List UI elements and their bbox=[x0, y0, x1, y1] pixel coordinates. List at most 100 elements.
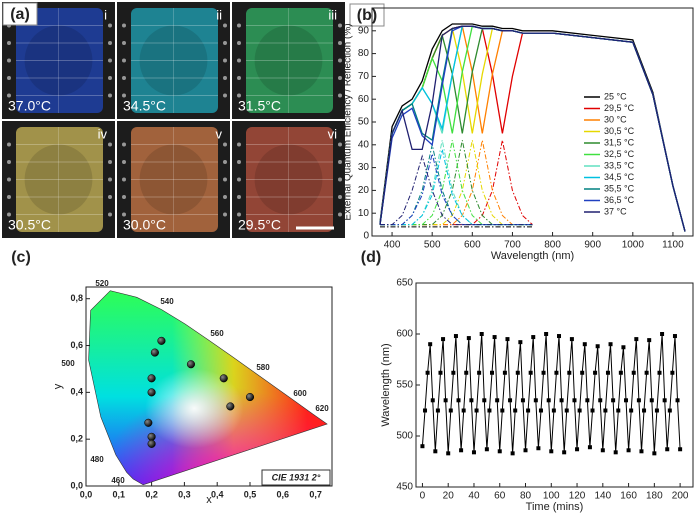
y-tick-label: 0,0 bbox=[70, 480, 83, 490]
data-point bbox=[536, 446, 541, 451]
x-axis-label: Wavelength (nm) bbox=[491, 250, 574, 262]
contact bbox=[237, 195, 241, 199]
data-line bbox=[421, 333, 681, 454]
data-point bbox=[147, 374, 156, 383]
x-tick-label: 0,4 bbox=[211, 489, 224, 499]
x-tick-label: 1000 bbox=[622, 240, 645, 251]
data-point bbox=[662, 398, 667, 403]
data-point bbox=[533, 398, 538, 403]
x-tick-label: 0,3 bbox=[178, 489, 191, 499]
legend-label: 35,5 °C bbox=[604, 183, 635, 193]
y-axis-label: y bbox=[52, 383, 64, 389]
y-tick-label: 0,2 bbox=[70, 434, 83, 444]
spectral-locus bbox=[88, 290, 328, 486]
y-tick-label: 50 bbox=[358, 117, 370, 128]
data-point bbox=[464, 370, 469, 375]
data-point bbox=[441, 337, 446, 342]
panel-label: (a) bbox=[10, 6, 30, 23]
data-point bbox=[471, 450, 476, 455]
wavelength-label: 540 bbox=[160, 297, 174, 306]
photo-shade bbox=[254, 144, 323, 215]
x-tick-label: 1100 bbox=[662, 240, 684, 251]
photo-shade bbox=[254, 25, 323, 96]
data-point bbox=[554, 370, 559, 375]
y-tick-label: 450 bbox=[396, 482, 413, 493]
data-point bbox=[520, 398, 525, 403]
contact bbox=[122, 177, 126, 182]
data-point bbox=[438, 370, 443, 375]
data-point bbox=[634, 337, 639, 342]
x-tick-label: 80 bbox=[520, 491, 532, 502]
data-point bbox=[245, 392, 255, 402]
eqe-line bbox=[379, 25, 686, 232]
y-axis-label: External Quantum Efficiency / Reflection… bbox=[343, 23, 354, 220]
panel-label-box bbox=[349, 3, 385, 27]
contact bbox=[7, 177, 11, 182]
contact bbox=[122, 93, 126, 98]
reflection-line bbox=[380, 140, 533, 226]
y-tick-label: 550 bbox=[396, 380, 413, 391]
x-tick-label: 40 bbox=[468, 491, 480, 502]
data-point bbox=[608, 342, 613, 347]
data-point bbox=[456, 398, 461, 403]
reflection-line bbox=[380, 153, 533, 226]
data-point bbox=[466, 336, 471, 341]
data-point bbox=[616, 408, 621, 413]
contact bbox=[223, 76, 227, 80]
data-point bbox=[226, 402, 235, 411]
legend-label: 32,5 °C bbox=[604, 149, 635, 159]
contact bbox=[7, 76, 11, 80]
data-point bbox=[575, 447, 580, 452]
contact bbox=[237, 93, 241, 98]
data-point bbox=[451, 370, 456, 375]
contact bbox=[338, 177, 342, 182]
contact bbox=[122, 41, 126, 45]
contact bbox=[338, 76, 342, 80]
data-point bbox=[569, 337, 574, 342]
x-tick-label: 600 bbox=[464, 240, 481, 251]
photo bbox=[246, 127, 333, 232]
annotation: CIE 1931 2° bbox=[272, 472, 321, 482]
data-point bbox=[150, 348, 159, 357]
y-tick-label: 650 bbox=[396, 278, 413, 289]
x-tick-label: 0,7 bbox=[309, 489, 322, 499]
photo bbox=[16, 8, 103, 113]
contact bbox=[108, 142, 112, 147]
data-point bbox=[487, 408, 492, 413]
contact bbox=[223, 177, 227, 182]
data-point bbox=[587, 445, 592, 450]
data-point bbox=[479, 332, 484, 336]
contact bbox=[122, 160, 126, 164]
data-point bbox=[474, 408, 479, 413]
data-point bbox=[549, 449, 554, 454]
data-point bbox=[564, 408, 569, 413]
data-point bbox=[453, 334, 458, 339]
data-point bbox=[667, 408, 672, 413]
contact bbox=[338, 160, 342, 164]
data-point bbox=[593, 370, 598, 375]
reflection-line bbox=[380, 140, 533, 226]
data-point bbox=[435, 408, 440, 413]
data-point bbox=[425, 370, 430, 375]
contact bbox=[338, 58, 342, 63]
data-point bbox=[678, 447, 683, 452]
photo-temperature: 29.5°C bbox=[238, 217, 281, 233]
wavelength-label: 520 bbox=[95, 279, 109, 288]
data-point bbox=[144, 418, 153, 427]
data-point bbox=[567, 370, 572, 375]
photo-temperature: 37.0°C bbox=[8, 98, 51, 114]
panel-label: (d) bbox=[361, 249, 381, 266]
plot-area bbox=[420, 332, 683, 456]
data-point bbox=[428, 342, 433, 347]
contact bbox=[7, 142, 11, 147]
contact bbox=[223, 195, 227, 199]
data-point bbox=[510, 451, 515, 456]
data-point bbox=[505, 337, 510, 342]
data-point bbox=[420, 444, 425, 449]
contact bbox=[108, 41, 112, 45]
x-tick-label: 100 bbox=[543, 491, 560, 502]
contact bbox=[122, 142, 126, 147]
data-point bbox=[538, 408, 543, 413]
data-point bbox=[526, 408, 531, 413]
